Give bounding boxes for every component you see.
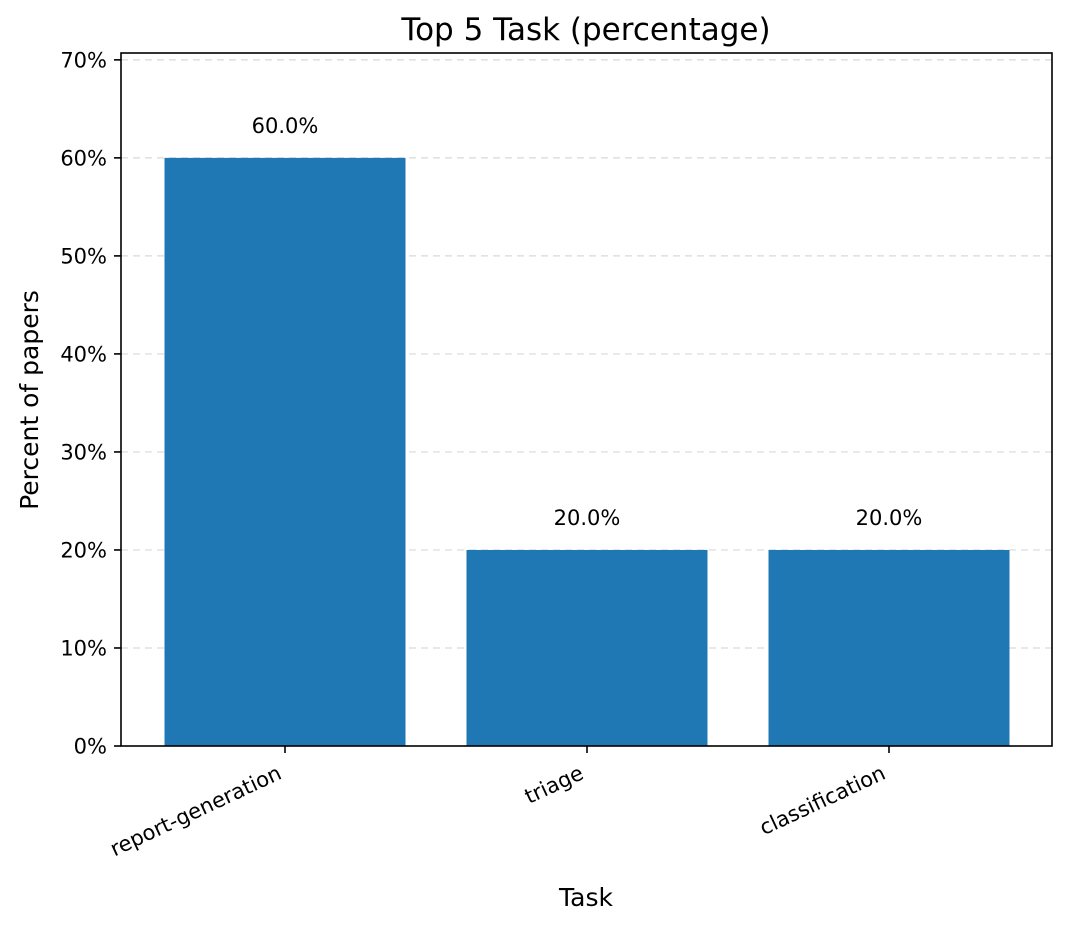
x-tick-label: report-generation [106,761,285,861]
bar-value-labels: 60.0% 20.0% 20.0% [252,114,923,530]
bar-value-label: 60.0% [252,114,319,138]
x-axis-label: Task [558,883,613,912]
x-tick-label: classification [756,761,889,840]
bar [768,549,1010,746]
bar-value-label: 20.0% [856,506,923,530]
y-tick-label: 0% [74,735,107,759]
bar [466,549,708,746]
y-tick-label: 30% [60,440,107,464]
y-tick-label: 60% [60,146,107,170]
bar [164,157,406,746]
y-tick-label: 40% [60,342,107,366]
x-axis-ticks: report-generation triage classification [106,746,890,861]
bar-value-label: 20.0% [554,506,621,530]
y-tick-label: 10% [60,636,107,660]
chart-title: Top 5 Task (percentage) [400,12,770,48]
bars [164,157,1010,746]
y-axis-ticks: 0% 10% 20% 30% 40% 50% 60% 70% [60,48,121,759]
y-tick-label: 70% [60,48,107,72]
y-tick-label: 50% [60,244,107,268]
y-axis-label: Percent of papers [15,290,44,510]
y-tick-label: 20% [60,538,107,562]
x-tick-label: triage [521,761,587,809]
